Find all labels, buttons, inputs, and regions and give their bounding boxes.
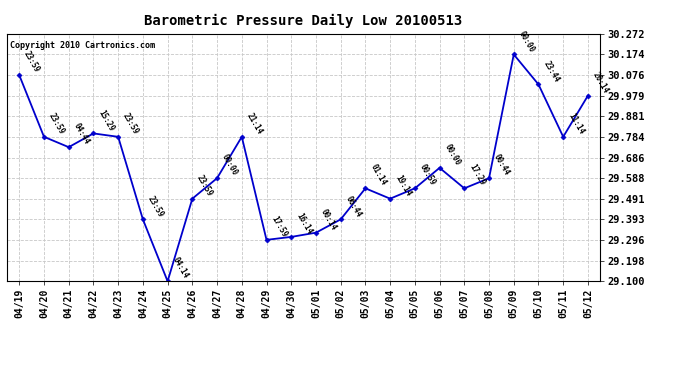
Text: 20:14: 20:14 [591, 70, 610, 95]
Text: 01:14: 01:14 [368, 163, 388, 188]
Text: 00:00: 00:00 [517, 29, 536, 54]
Text: 06:44: 06:44 [344, 194, 363, 219]
Text: 00:00: 00:00 [220, 153, 239, 177]
Title: Barometric Pressure Daily Low 20100513: Barometric Pressure Daily Low 20100513 [144, 14, 463, 28]
Text: 17:59: 17:59 [270, 214, 289, 239]
Text: 17:29: 17:29 [467, 163, 486, 188]
Text: 00:44: 00:44 [492, 153, 511, 177]
Text: 19:14: 19:14 [393, 173, 413, 198]
Text: 23:59: 23:59 [22, 50, 41, 74]
Text: 15:29: 15:29 [97, 108, 116, 133]
Text: 21:14: 21:14 [245, 111, 264, 136]
Text: 23:59: 23:59 [47, 111, 66, 136]
Text: 00:59: 00:59 [418, 163, 437, 188]
Text: 00:14: 00:14 [319, 207, 338, 232]
Text: 23:59: 23:59 [146, 194, 165, 219]
Text: 23:44: 23:44 [542, 59, 561, 84]
Text: 11:14: 11:14 [566, 111, 586, 136]
Text: 04:44: 04:44 [72, 122, 91, 146]
Text: 00:00: 00:00 [442, 142, 462, 167]
Text: 23:59: 23:59 [121, 111, 141, 136]
Text: 16:14: 16:14 [294, 211, 313, 236]
Text: 04:14: 04:14 [170, 256, 190, 280]
Text: Copyright 2010 Cartronics.com: Copyright 2010 Cartronics.com [10, 41, 155, 50]
Text: 23:59: 23:59 [195, 173, 215, 198]
